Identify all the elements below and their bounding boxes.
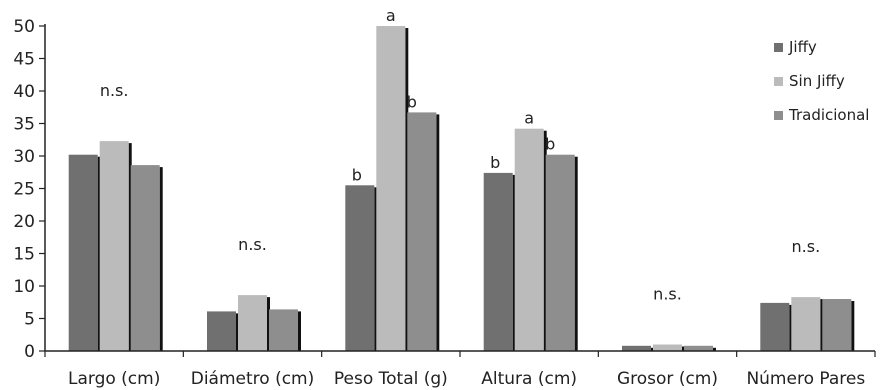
significance-label: b — [545, 135, 555, 154]
bar — [483, 172, 513, 351]
y-tick-label: 30 — [13, 147, 35, 167]
bar-shadow — [374, 187, 378, 352]
legend-swatch — [774, 77, 783, 86]
bar — [345, 185, 375, 352]
y-tick-label: 35 — [13, 115, 35, 135]
y-tick-label: 10 — [13, 277, 35, 297]
x-category-label: Peso Total (g) — [334, 369, 448, 389]
x-category-label: Diámetro (cm) — [191, 369, 315, 389]
y-tick-label: 40 — [13, 82, 35, 102]
y-tick-label: 20 — [13, 212, 35, 232]
y-tick-label: 25 — [13, 180, 35, 200]
bar-shadow — [159, 167, 163, 351]
bar — [545, 154, 575, 351]
bar — [238, 295, 267, 351]
bar-shadow — [436, 114, 440, 352]
legend-label: Jiffy — [788, 38, 817, 56]
significance-label: b — [407, 92, 417, 111]
y-tick-label: 50 — [13, 17, 35, 37]
x-category-label: Altura (cm) — [481, 369, 577, 389]
bar-shadow — [298, 311, 301, 351]
legend-swatch — [774, 111, 783, 120]
y-tick-label: 0 — [24, 342, 35, 362]
bar — [653, 344, 682, 351]
significance-label: a — [386, 6, 396, 25]
significance-label: b — [490, 153, 500, 172]
bar-shadow — [128, 143, 132, 351]
legend-label: Tradicional — [788, 106, 869, 124]
bar-shadow — [851, 301, 855, 351]
bar — [68, 154, 98, 351]
legend-label: Sin Jiffy — [789, 72, 845, 90]
x-category-label: Número Pares — [746, 369, 865, 389]
bar-shadow — [543, 130, 547, 351]
bar — [760, 302, 790, 351]
x-category-label: Largo (cm) — [68, 369, 160, 389]
bar — [269, 309, 298, 351]
bar-shadow — [789, 304, 793, 351]
significance-label: n.s. — [100, 81, 129, 100]
bar-shadow — [574, 156, 578, 351]
bar-shadow — [682, 346, 685, 351]
bars-layer — [68, 26, 855, 352]
x-category-label: Grosor (cm) — [617, 369, 718, 389]
legend: Jiffy Sin Jiffy Tradicional — [774, 38, 869, 124]
bar — [791, 297, 821, 351]
bar — [622, 345, 651, 351]
y-tick-label: 15 — [13, 245, 35, 265]
bar-shadow — [512, 174, 516, 351]
axes-layer: 0 5 10 15 20 25 30 35 40 45 50 Largo (cm) Diámetro (… — [13, 17, 876, 389]
significance-label: n.s. — [653, 285, 682, 304]
bar-shadow — [651, 347, 654, 351]
bar — [514, 128, 544, 351]
bar — [684, 345, 713, 351]
bar — [130, 165, 160, 351]
bar — [407, 112, 437, 352]
bar-shadow — [236, 313, 239, 351]
significance-label: b — [352, 165, 362, 184]
y-tick-label: 5 — [24, 310, 35, 330]
significance-label: a — [524, 109, 534, 128]
bar — [376, 26, 406, 351]
significance-label: n.s. — [238, 235, 267, 254]
bar-shadow — [267, 297, 270, 351]
bar-shadow — [713, 347, 716, 351]
bar-shadow — [820, 299, 824, 351]
significance-label: n.s. — [792, 237, 821, 256]
bar — [822, 299, 852, 351]
bar-shadow — [405, 28, 409, 351]
bar-shadow — [97, 156, 101, 351]
legend-swatch — [774, 43, 783, 52]
bar — [99, 141, 129, 351]
y-tick-label: 45 — [13, 50, 35, 70]
bar — [207, 311, 236, 351]
